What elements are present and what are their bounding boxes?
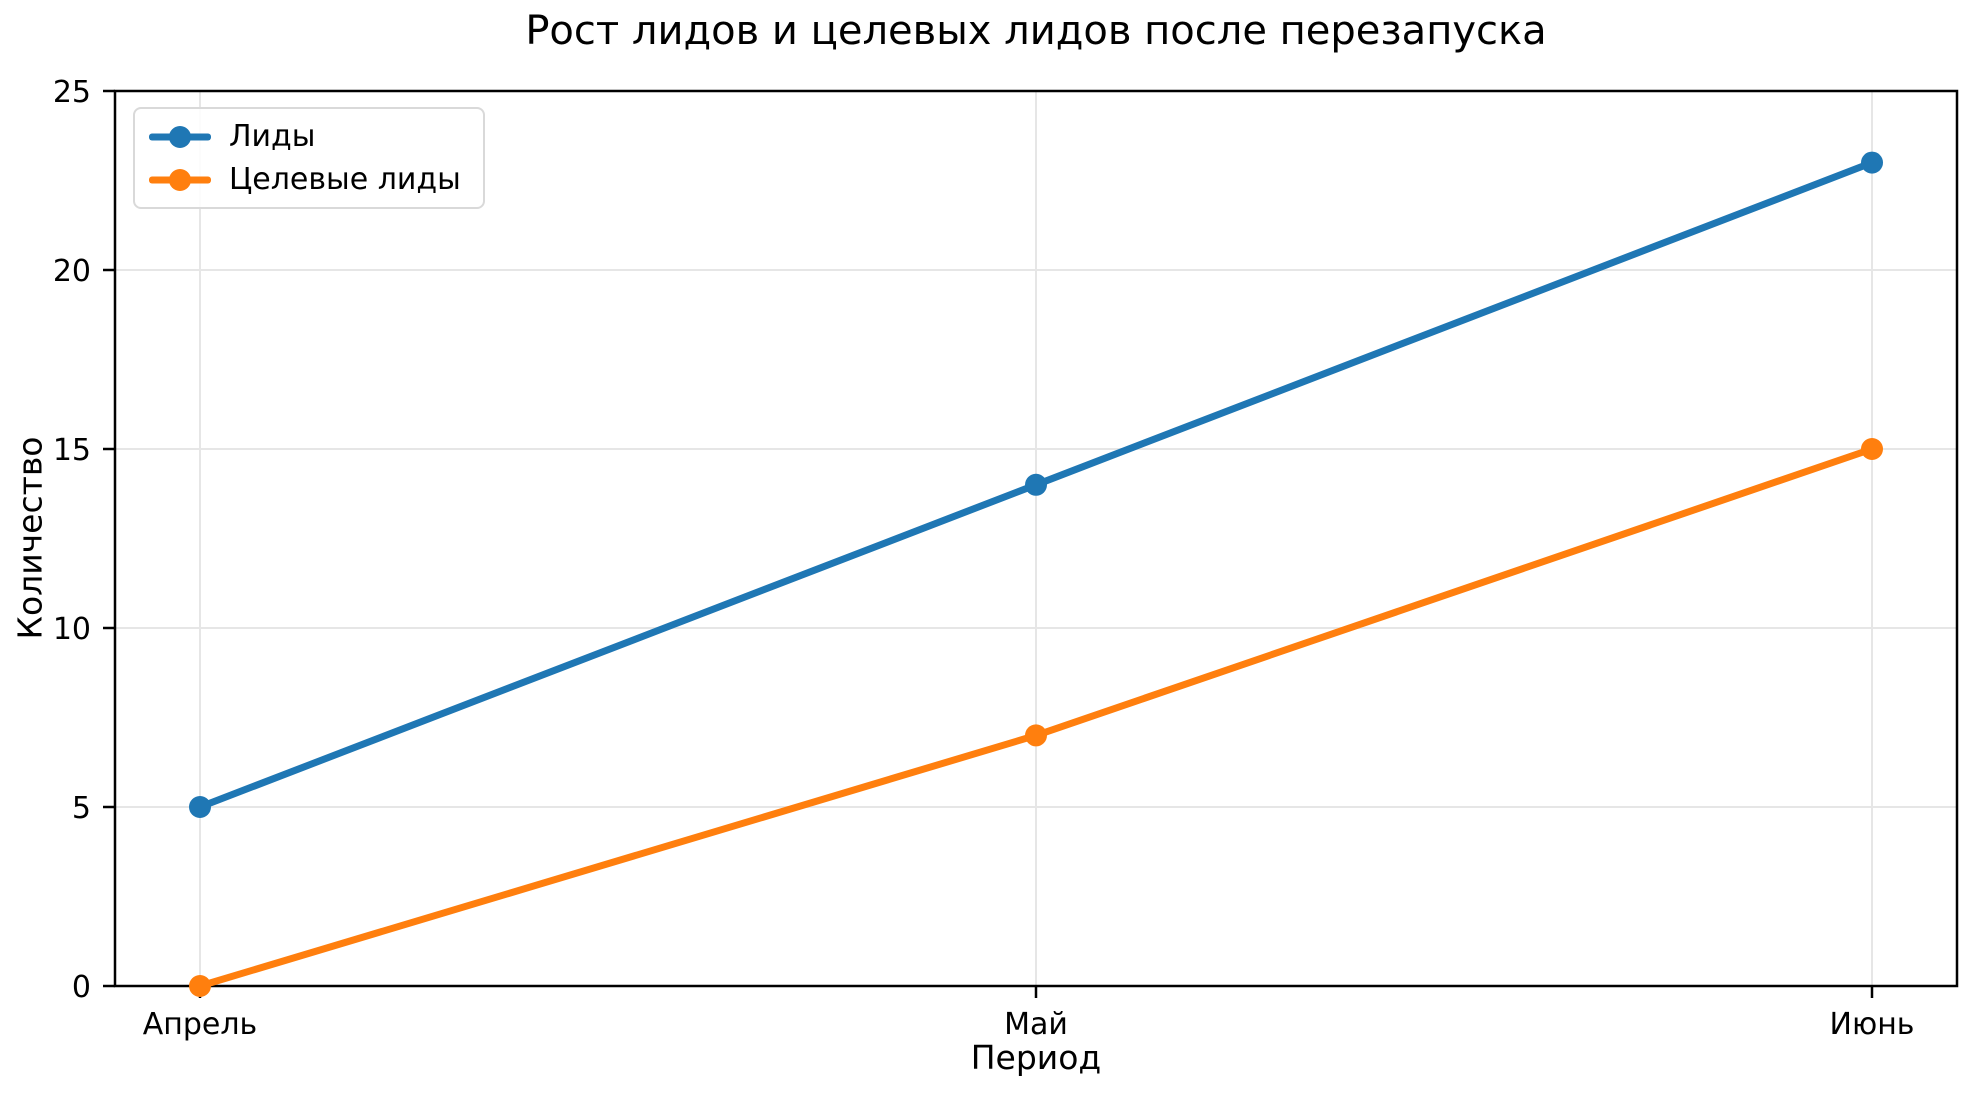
legend-label: Лиды bbox=[229, 119, 316, 154]
data-point-marker bbox=[1025, 473, 1047, 496]
data-point-marker bbox=[1025, 724, 1047, 747]
y-tick-label: 25 bbox=[53, 75, 91, 110]
legend-label: Целевые лиды bbox=[229, 162, 461, 197]
line-marker-icon bbox=[149, 168, 211, 191]
data-point-marker bbox=[1861, 438, 1883, 460]
y-tick-label: 20 bbox=[53, 254, 91, 289]
x-tick-label: Июнь bbox=[1830, 1007, 1915, 1042]
legend-item-leads: Лиды bbox=[149, 119, 461, 154]
legend: Лиды Целевые лиды bbox=[133, 107, 485, 209]
line-marker-icon bbox=[149, 125, 211, 148]
data-point-marker bbox=[189, 796, 211, 818]
y-tick-label: 0 bbox=[72, 970, 91, 1005]
y-axis-label: Количество bbox=[10, 436, 50, 640]
chart-title: Рост лидов и целевых лидов после перезап… bbox=[525, 8, 1547, 54]
x-tick-label: Апрель bbox=[143, 1007, 258, 1042]
y-tick-label: 10 bbox=[53, 612, 91, 647]
y-tick-label: 15 bbox=[53, 433, 91, 468]
y-tick-label: 5 bbox=[72, 791, 91, 826]
data-point-marker bbox=[1861, 151, 1883, 174]
data-point-marker bbox=[189, 975, 211, 997]
x-tick-label: Май bbox=[1004, 1007, 1068, 1042]
legend-item-target-leads: Целевые лиды bbox=[149, 162, 461, 197]
x-axis-label: Период bbox=[970, 1038, 1102, 1077]
